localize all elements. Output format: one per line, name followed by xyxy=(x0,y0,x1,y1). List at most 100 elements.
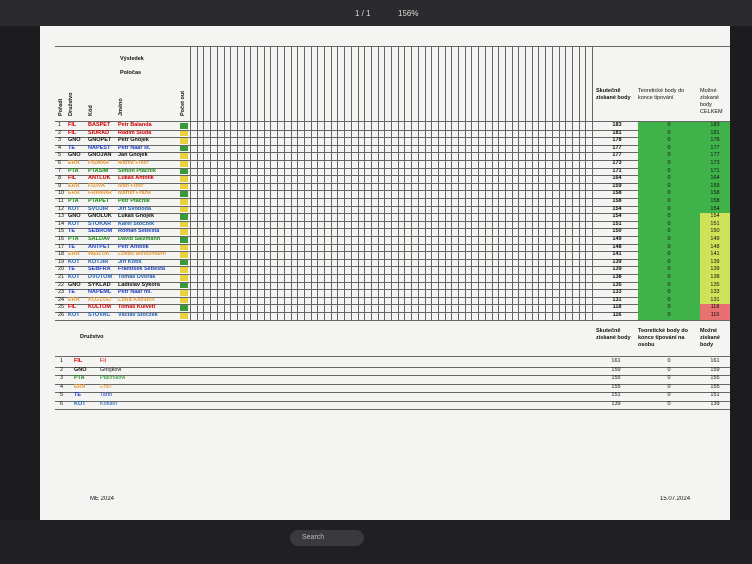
actual-points: 178 xyxy=(612,137,622,144)
theoretical-points: 0 xyxy=(638,258,700,267)
header-code: Kód xyxy=(88,105,94,116)
rank: 13 xyxy=(58,213,65,220)
rank: 10 xyxy=(58,190,65,197)
code: STOVAC xyxy=(88,312,111,318)
outs xyxy=(180,290,188,296)
outs xyxy=(180,229,188,235)
rank: 26 xyxy=(58,312,65,318)
team: KOT xyxy=(68,274,80,280)
rank: 22 xyxy=(58,281,65,288)
code: PTASIM xyxy=(88,167,109,174)
actual-points: 183 xyxy=(612,122,622,128)
actual-points: 133 xyxy=(612,289,622,296)
name: Petr Ptáčník xyxy=(118,198,150,204)
actual-points: 177 xyxy=(612,144,622,151)
actual-points: 149 xyxy=(612,236,622,242)
possible-points: 116 xyxy=(700,312,730,320)
rank: 2 xyxy=(58,129,62,136)
team: GNO xyxy=(68,213,81,220)
possible-points: 139 xyxy=(700,258,730,267)
zoom-level[interactable]: 156% xyxy=(398,9,419,18)
theoretical-points: 0 xyxy=(638,220,700,229)
possible-points: 177 xyxy=(700,144,730,153)
grid-line xyxy=(55,121,730,122)
code: GNOPET xyxy=(88,137,112,144)
code: FRAMAR xyxy=(88,190,112,197)
team: ERA xyxy=(68,190,80,197)
search-box[interactable]: Search xyxy=(290,530,364,546)
team-name: Ptáčníkovi xyxy=(100,375,126,381)
team-possible: 159 xyxy=(710,366,720,373)
header-name: Jméno xyxy=(118,98,124,116)
outs xyxy=(180,282,188,289)
name: Jiří Kotiš xyxy=(118,258,142,265)
team-name: Tarto xyxy=(100,392,113,398)
team-actual: 155 xyxy=(611,383,621,390)
theoretical-points: 0 xyxy=(638,213,700,221)
name: Lukáš Gnojek xyxy=(118,213,155,220)
team-possible: 151 xyxy=(710,392,720,398)
actual-points: 158 xyxy=(612,198,622,204)
possible-points: 131 xyxy=(700,296,730,305)
name: František Šebesta xyxy=(118,266,166,273)
theoretical-points: 0 xyxy=(638,152,700,160)
theoretical-points: 0 xyxy=(638,198,700,206)
theoretical-points: 0 xyxy=(638,243,700,252)
rank: 17 xyxy=(58,243,65,250)
team: GNO xyxy=(68,137,81,144)
header-outs: Počet out xyxy=(180,90,186,116)
actual-points: 154 xyxy=(612,205,622,212)
name: David Salzmann xyxy=(118,236,161,242)
theoretical-points: 0 xyxy=(638,137,700,145)
code: ANTLUK xyxy=(88,175,111,182)
outs xyxy=(180,206,188,213)
actual-points: 139 xyxy=(612,266,622,273)
theoretical-points: 0 xyxy=(638,312,700,320)
team: TE xyxy=(68,228,76,235)
actual-points: 148 xyxy=(612,243,622,250)
rank: 21 xyxy=(58,274,65,280)
outs xyxy=(180,191,188,197)
team-code: TE xyxy=(74,392,82,398)
theoretical-points: 0 xyxy=(638,167,700,176)
outs xyxy=(180,313,188,319)
actual-points: 154 xyxy=(612,213,622,220)
theoretical-points: 0 xyxy=(638,304,700,312)
rank: 11 xyxy=(58,198,64,204)
team: TE xyxy=(68,144,76,151)
theoretical-points: 0 xyxy=(638,274,700,282)
rank: 4 xyxy=(58,144,62,151)
team-theoretical: 0 xyxy=(667,400,671,407)
actual-points: 158 xyxy=(612,190,622,197)
actual-points: 138 xyxy=(612,274,622,280)
theoretical-points: 0 xyxy=(638,122,700,130)
name: Tomáš Dvořák xyxy=(118,274,156,280)
team: ERA xyxy=(68,182,80,189)
possible-points: 178 xyxy=(700,137,730,145)
outs xyxy=(180,252,188,258)
possible-points: 148 xyxy=(700,243,730,252)
team-possible: 161 xyxy=(710,358,720,364)
rank: 12 xyxy=(58,205,65,212)
code: BASPET xyxy=(88,122,111,128)
team-theoretical: 0 xyxy=(667,358,671,364)
outs xyxy=(180,183,188,190)
team: GNO xyxy=(68,281,81,288)
team: TE xyxy=(68,266,76,273)
actual-points: 151 xyxy=(612,220,622,227)
rank: 14 xyxy=(58,220,65,227)
rank: 8 xyxy=(58,175,62,182)
team-rank: 4 xyxy=(60,383,64,390)
outs xyxy=(180,161,188,167)
possible-points: 141 xyxy=(700,251,730,259)
page-indicator: 1 / 1 xyxy=(355,9,371,18)
name: Ladislav Sýkora xyxy=(118,281,160,288)
theoretical-points: 0 xyxy=(638,251,700,259)
possible-points: 173 xyxy=(700,160,730,168)
possible-points: 154 xyxy=(700,205,730,214)
code: PTAPET xyxy=(88,198,110,204)
team: ERA xyxy=(68,251,80,258)
name: Václav Stoczek xyxy=(118,312,158,318)
team: FIL xyxy=(68,129,77,136)
